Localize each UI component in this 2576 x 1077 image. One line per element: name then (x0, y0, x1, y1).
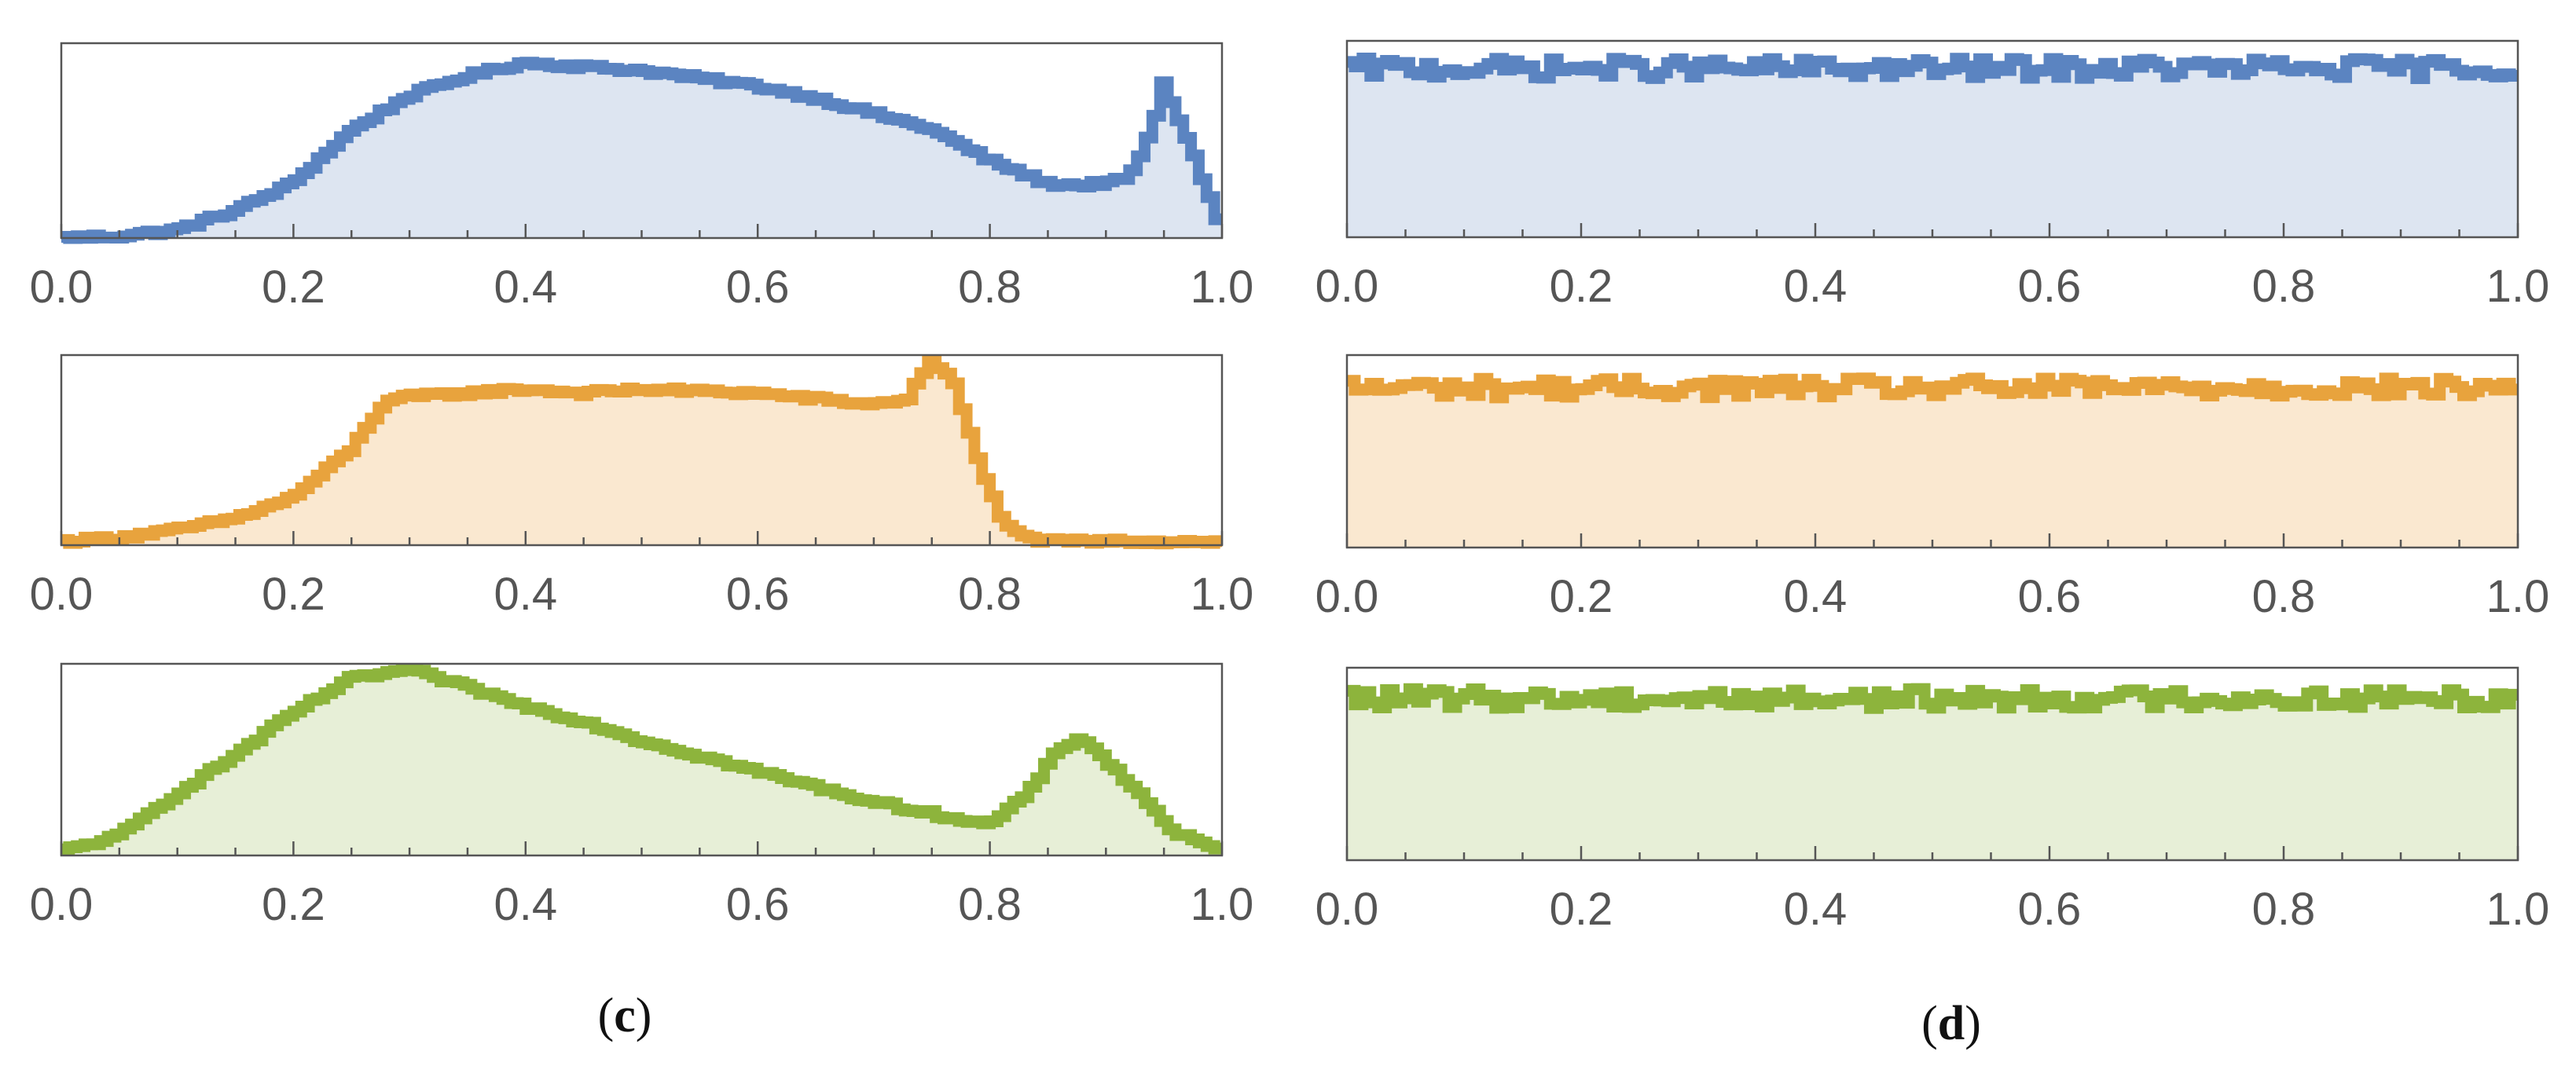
histogram-area (61, 62, 1222, 238)
panel-d-2: 0.0 0.2 0.4 0.6 0.8 1.0 (1316, 354, 2550, 622)
x-tick-label: 0.6 (2018, 261, 2082, 312)
x-tick-label: 0.2 (262, 569, 325, 620)
x-tick-label: 0.4 (1784, 261, 1848, 312)
panel-c-3: 0.0 0.2 0.4 0.6 0.8 1.0 (30, 662, 1254, 930)
x-tick-label: 0.6 (726, 879, 790, 930)
histogram-line (1347, 53, 2518, 84)
panel-d-1: 0.0 0.2 0.4 0.6 0.8 1.0 (1316, 39, 2550, 312)
x-tick-label: 0.8 (2252, 261, 2316, 312)
panel-c-1: 0.0 0.2 0.4 0.6 0.8 1.0 (30, 42, 1254, 313)
x-tick-label: 0.6 (726, 262, 790, 313)
histogram-area (1347, 689, 2518, 860)
x-tick-label: 0.6 (726, 569, 790, 620)
panel-d-3: 0.0 0.2 0.4 0.6 0.8 1.0 (1316, 666, 2550, 935)
x-tick-label: 0.8 (2252, 571, 2316, 622)
x-tick-label: 0.8 (958, 879, 1022, 930)
x-tick-label: 0.2 (262, 879, 325, 930)
caption-c: (c) (598, 989, 652, 1042)
caption-d: (d) (1921, 997, 1981, 1050)
x-tick-label: 0.6 (2018, 571, 2082, 622)
x-tick-label: 0.4 (1784, 884, 1848, 935)
x-tick-label: 0.0 (30, 569, 94, 620)
histogram-area (61, 360, 1222, 545)
histogram-line (1347, 683, 2518, 714)
x-tick-label: 1.0 (2486, 884, 2550, 935)
panel-c-2: 0.0 0.2 0.4 0.6 0.8 1.0 (30, 354, 1254, 620)
x-tick-label: 1.0 (1191, 569, 1254, 620)
x-tick-label: 0.8 (2252, 884, 2316, 935)
x-tick-label: 0.0 (30, 879, 94, 930)
x-tick-label: 0.4 (1784, 571, 1848, 622)
panels-layer: 0.0 0.2 0.4 0.6 0.8 1.00.0 0.2 0.4 0.6 0.8 1.00.0 0… (30, 39, 2550, 935)
x-tick-label: 1.0 (2486, 571, 2550, 622)
x-tick-label: 1.0 (2486, 261, 2550, 312)
x-tick-label: 0.4 (494, 879, 557, 930)
histogram-area (1347, 378, 2518, 548)
x-tick-label: 0.0 (30, 262, 94, 313)
histogram-line (61, 57, 1222, 244)
histogram-line (61, 354, 1222, 550)
x-tick-label: 0.4 (494, 569, 557, 620)
x-tick-label: 0.0 (1316, 261, 1379, 312)
x-tick-label: 1.0 (1191, 262, 1254, 313)
histogram-line (61, 662, 1222, 855)
x-tick-label: 0.6 (2018, 884, 2082, 935)
x-tick-label: 0.2 (262, 262, 325, 313)
histogram-line (1347, 372, 2518, 404)
histogram-area (61, 669, 1222, 855)
x-tick-label: 0.2 (1550, 571, 1613, 622)
x-tick-label: 1.0 (1191, 879, 1254, 930)
x-tick-label: 0.4 (494, 262, 557, 313)
x-tick-label: 0.2 (1550, 884, 1613, 935)
x-tick-label: 0.2 (1550, 261, 1613, 312)
x-tick-label: 0.0 (1316, 571, 1379, 622)
x-tick-label: 0.0 (1316, 884, 1379, 935)
x-tick-label: 0.8 (958, 569, 1022, 620)
histogram-area (1347, 58, 2518, 237)
x-tick-label: 0.8 (958, 262, 1022, 313)
